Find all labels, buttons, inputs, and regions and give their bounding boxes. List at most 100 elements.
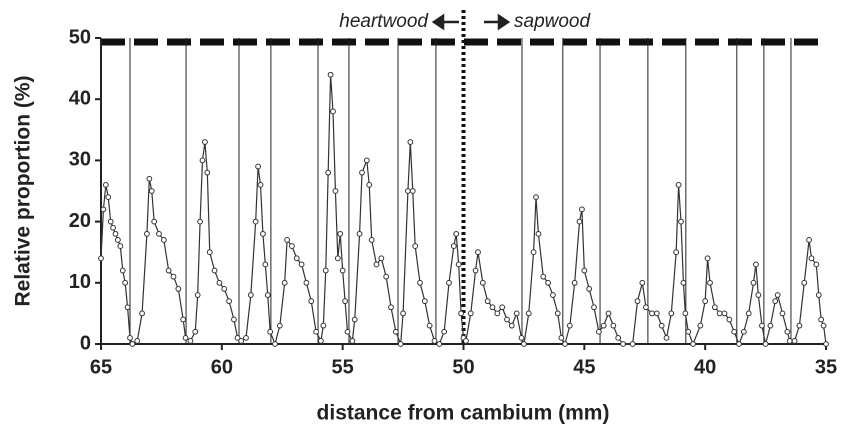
data-point — [175, 286, 182, 292]
data-point — [658, 322, 665, 329]
data-point — [479, 279, 486, 286]
data-point — [745, 310, 752, 317]
data-point — [591, 304, 597, 311]
data-point — [673, 249, 680, 256]
data-point — [668, 310, 675, 317]
data-point — [558, 334, 565, 341]
data-point — [663, 334, 670, 341]
data-point — [187, 338, 194, 344]
data-point — [226, 298, 232, 305]
y-tick-label: 50 — [69, 26, 91, 48]
data-point — [127, 334, 133, 341]
data-point — [160, 237, 167, 243]
data-point — [320, 322, 327, 329]
data-point — [234, 334, 241, 341]
y-tick-label: 20 — [69, 210, 91, 232]
data-point — [755, 292, 762, 298]
data-point — [562, 341, 568, 347]
data-point — [356, 230, 363, 237]
data-point — [605, 310, 612, 317]
data-point — [494, 310, 501, 317]
data-point — [100, 206, 107, 213]
data-point — [615, 334, 622, 341]
data-point — [453, 230, 460, 237]
data-point — [678, 218, 684, 225]
data-point — [579, 206, 585, 213]
data-point — [211, 267, 218, 274]
data-point — [383, 273, 390, 280]
data-point — [231, 316, 237, 323]
data-point — [533, 194, 539, 201]
data-point — [540, 273, 547, 280]
data-point — [417, 279, 423, 286]
data-point — [450, 243, 457, 249]
data-point — [697, 322, 704, 329]
data-point — [339, 267, 346, 274]
data-point — [392, 328, 399, 335]
data-point — [303, 279, 310, 286]
data-point — [366, 181, 373, 188]
data-point — [144, 230, 150, 237]
data-point — [182, 334, 189, 341]
data-point — [373, 261, 380, 268]
data-point — [685, 328, 692, 335]
data-point — [107, 218, 114, 225]
data-point — [586, 286, 593, 292]
data-point — [484, 298, 491, 305]
y-tick-label: 10 — [69, 271, 91, 293]
data-point — [489, 304, 496, 311]
data-point — [412, 243, 419, 249]
data-point — [820, 322, 827, 329]
data-point — [550, 292, 556, 298]
data-point — [620, 341, 626, 347]
data-point — [649, 310, 655, 317]
data-point — [431, 338, 438, 344]
data-point — [368, 237, 375, 243]
data-point — [409, 188, 416, 194]
data-point — [289, 243, 295, 249]
data-point — [815, 292, 822, 298]
data-point — [504, 316, 510, 323]
data-point — [129, 341, 136, 347]
data-point — [759, 322, 765, 329]
annotation: heartwood — [339, 11, 429, 32]
data-point — [243, 334, 249, 341]
data-point — [122, 279, 129, 286]
annotation: sapwood — [514, 11, 591, 32]
y-tick-label: 30 — [69, 149, 91, 171]
data-point — [281, 279, 288, 286]
data-point — [146, 175, 153, 182]
data-point — [753, 261, 759, 268]
data-point — [576, 218, 583, 225]
data-point — [110, 224, 116, 231]
data-point — [566, 322, 573, 329]
data-point — [332, 188, 339, 194]
data-point — [117, 243, 124, 249]
data-point — [318, 338, 324, 344]
data-point — [313, 328, 319, 335]
data-point — [204, 169, 211, 176]
data-point — [105, 194, 112, 201]
x-axis-label: distance from cambium (mm) — [317, 402, 610, 425]
data-point — [767, 322, 774, 329]
data-point — [202, 139, 208, 145]
x-tick-label: 35 — [815, 356, 837, 378]
data-point — [260, 230, 266, 237]
data-point — [796, 322, 803, 329]
data-point — [702, 298, 709, 305]
data-point — [639, 279, 646, 286]
data-point — [680, 279, 687, 286]
data-point — [378, 255, 385, 262]
data-point — [238, 338, 245, 344]
data-point — [342, 298, 348, 305]
data-point — [337, 230, 344, 237]
data-point — [325, 169, 332, 176]
data-point — [165, 267, 172, 274]
data-point — [472, 267, 479, 274]
data-point — [327, 71, 334, 78]
x-tick-label: 55 — [332, 356, 354, 378]
data-point — [813, 261, 820, 268]
data-point — [784, 328, 791, 335]
data-point — [595, 328, 602, 335]
